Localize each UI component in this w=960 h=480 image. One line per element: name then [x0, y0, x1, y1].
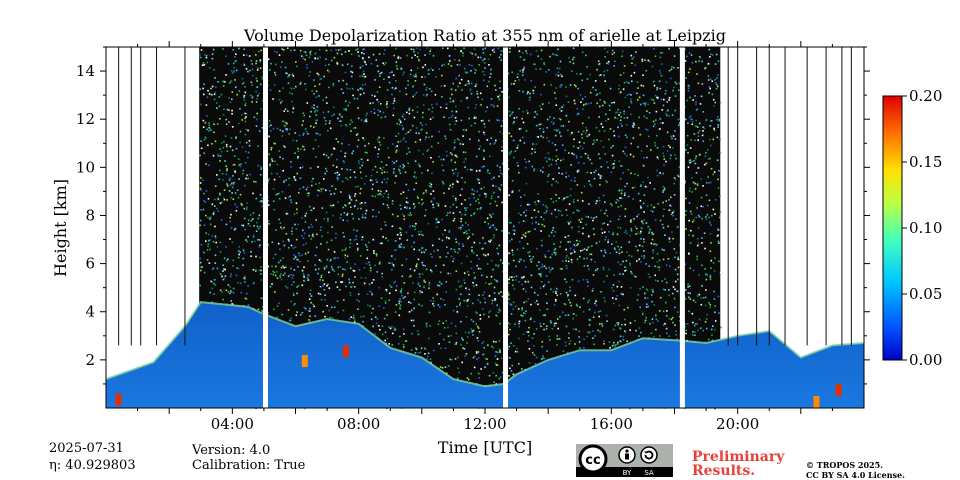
eta-label: η: 40.929803	[49, 458, 136, 473]
copyright-line2: CC BY SA 4.0 License.	[806, 470, 905, 480]
y-tick-label: 12	[76, 110, 95, 128]
x-tick-label: 04:00	[211, 415, 254, 433]
sa-share-icon	[640, 446, 658, 464]
boundary-layer-area	[106, 302, 864, 408]
chart-title: Volume Depolarization Ratio at 355 nm of…	[243, 26, 726, 45]
y-tick-label: 10	[76, 158, 95, 176]
version-label: Version: 4.0	[192, 443, 271, 458]
badge-sa-text: SA	[644, 469, 654, 477]
x-axis-label: Time [UTC]	[438, 438, 532, 457]
data-gap	[679, 47, 685, 408]
x-tick-label: 16:00	[590, 415, 633, 433]
boundary-layer-edge	[105, 301, 865, 388]
colorbar: 0.00 0.05 0.10 0.15 0.20	[882, 87, 942, 369]
colorbar-gradient	[882, 95, 903, 361]
high-depol-spot	[835, 383, 842, 396]
calibration-label: Calibration: True	[192, 458, 306, 473]
badge-by-text: BY	[623, 469, 632, 477]
plot-area	[105, 47, 865, 410]
x-tick-label: 08:00	[337, 415, 380, 433]
colorbar-tick-label: 0.10	[909, 219, 942, 237]
y-tick-label: 2	[85, 351, 95, 369]
cc-icon	[578, 444, 608, 474]
y-tick-label: 4	[85, 303, 95, 321]
high-depol-spot	[115, 393, 122, 406]
colorbar-tick-label: 0.00	[909, 351, 942, 369]
high-depol-spot	[813, 395, 820, 408]
colorbar-tick-label: 0.15	[909, 153, 942, 171]
date-label: 2025-07-31	[49, 441, 124, 456]
data-gap	[503, 47, 509, 408]
high-depol-spot	[342, 345, 349, 358]
y-tick-label: 14	[76, 62, 95, 80]
y-tick-label: 8	[85, 206, 95, 224]
axes: 04:00 08:00 12:00 16:00 20:00 2 4 6 8 10 12 14	[76, 41, 870, 433]
copyright-line1: © TROPOS 2025.	[806, 460, 883, 470]
data-gap	[262, 47, 268, 408]
colorbar-tick-label: 0.20	[909, 87, 942, 105]
preliminary-label-line1: Preliminary	[692, 449, 785, 465]
cc-by-sa-badge: cc BY SA	[576, 444, 673, 477]
y-tick-label: 6	[85, 255, 95, 273]
x-tick-label: 12:00	[463, 415, 506, 433]
high-depol-spot	[301, 355, 308, 368]
preliminary-label-line2: Results.	[692, 463, 756, 479]
y-axis-label: Height [km]	[51, 179, 70, 277]
x-tick-label: 20:00	[716, 415, 759, 433]
colorbar-tick-label: 0.05	[909, 285, 942, 303]
